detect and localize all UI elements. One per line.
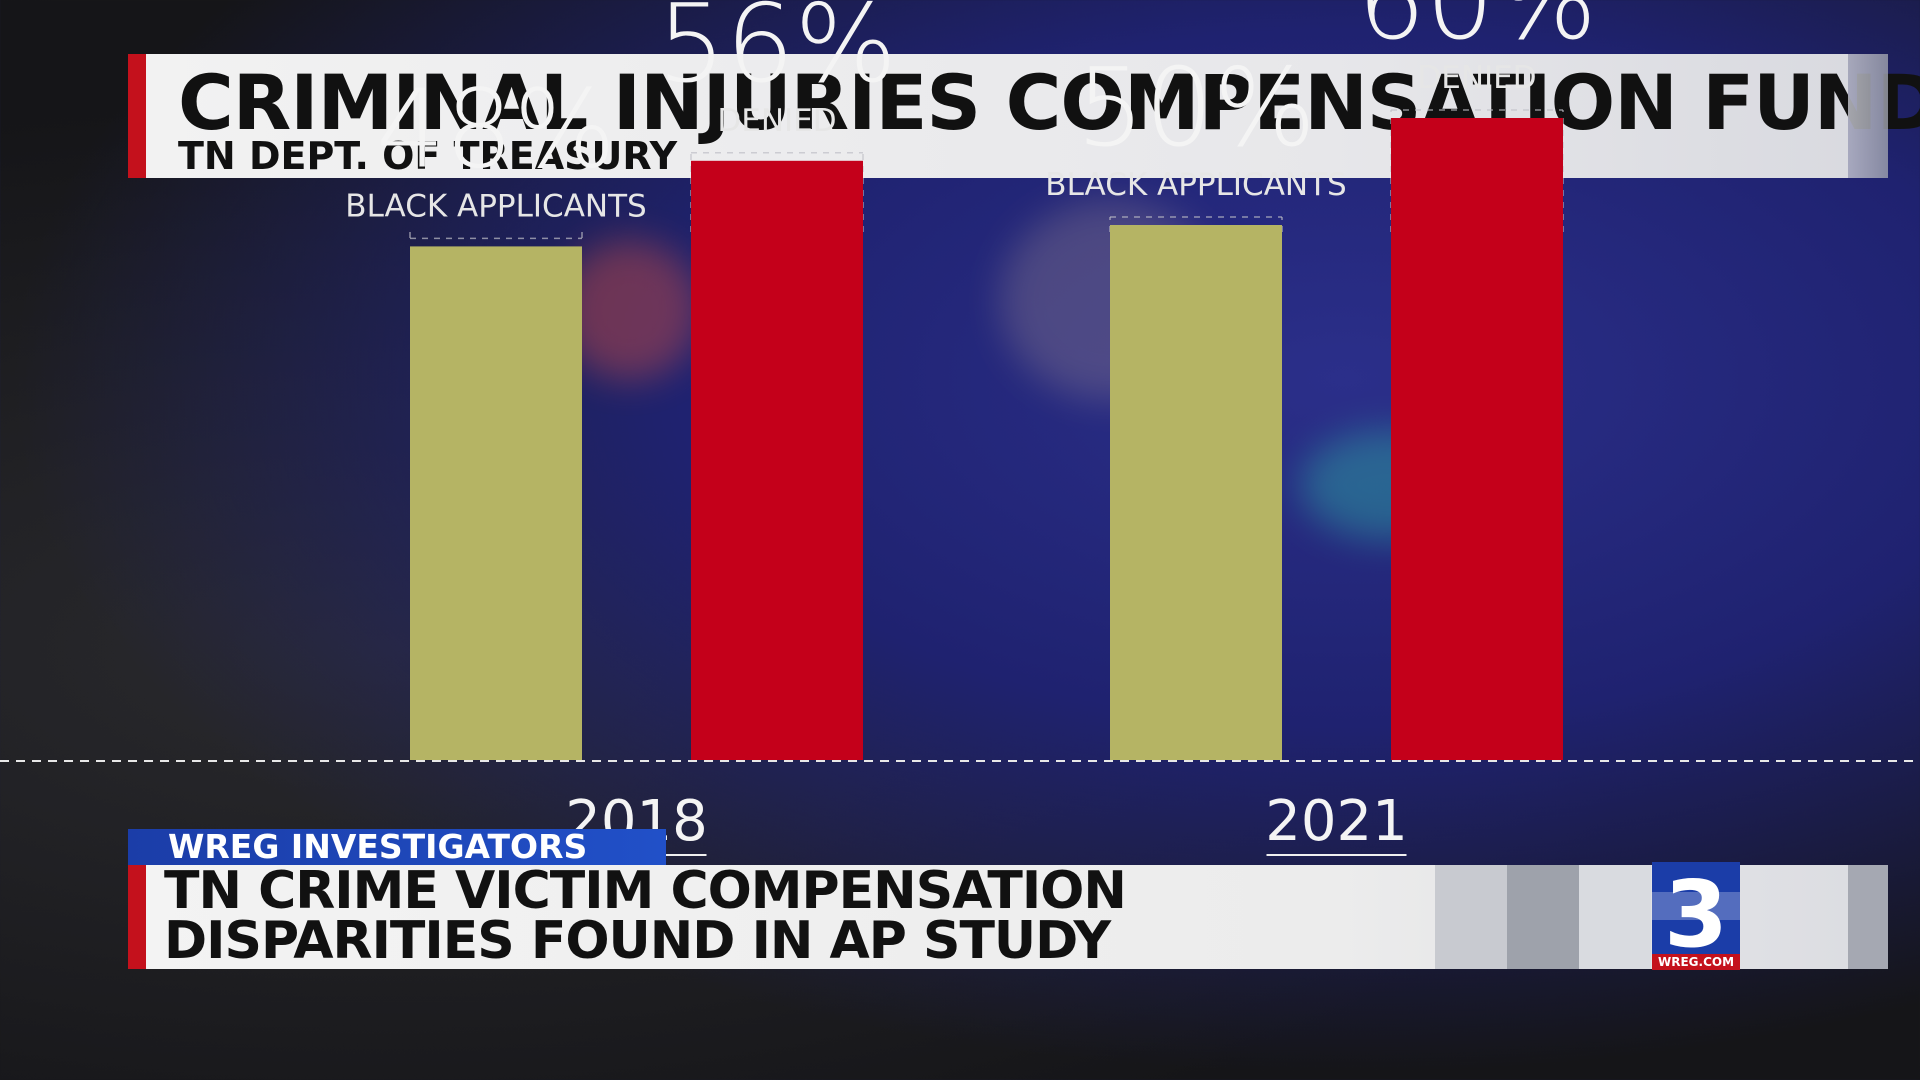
logo-url: WREG.COM bbox=[1652, 954, 1740, 970]
value-label: 48% bbox=[376, 67, 616, 192]
bar-2018-denied bbox=[691, 160, 863, 761]
headline-line-2: DISPARITIES FOUND IN AP STUDY bbox=[164, 911, 1111, 971]
decor-band bbox=[1848, 865, 1888, 969]
channel-logo: 3 bbox=[1652, 862, 1740, 968]
decor-band bbox=[1507, 865, 1579, 969]
value-label: 60% bbox=[1357, 0, 1597, 64]
series-label: BLACK APPLICANTS bbox=[345, 188, 646, 224]
decor-band bbox=[1435, 865, 1507, 969]
section-tag-label: WREG INVESTIGATORS bbox=[168, 827, 588, 866]
logo-numeral: 3 bbox=[1664, 862, 1728, 968]
year-label: 2021 bbox=[1265, 789, 1408, 854]
lower-accent-bar bbox=[128, 865, 146, 969]
lower-third-banner: TN CRIME VICTIM COMPENSATION DISPARITIES… bbox=[128, 861, 1888, 971]
headline-line-1: TN CRIME VICTIM COMPENSATION bbox=[164, 861, 1127, 921]
page-title: CRIMINAL INJURIES COMPENSATION FUND bbox=[178, 58, 1920, 147]
bar-2021-denied bbox=[1391, 118, 1563, 760]
header-end-block bbox=[1848, 54, 1888, 178]
series-label: DENIED bbox=[717, 103, 836, 139]
chart-bars bbox=[410, 118, 1563, 761]
series-label: DENIED bbox=[1417, 60, 1536, 96]
page-subtitle: TN DEPT. OF TREASURY bbox=[178, 134, 678, 178]
decor-band bbox=[1579, 865, 1651, 969]
series-label: BLACK APPLICANTS bbox=[1045, 167, 1346, 203]
header-accent-bar bbox=[128, 54, 146, 178]
bar-2021-black-applicants bbox=[1110, 225, 1282, 760]
bar-2018-black-applicants bbox=[410, 246, 582, 760]
value-label: 50% bbox=[1076, 46, 1316, 171]
section-tag: WREG INVESTIGATORS bbox=[128, 827, 666, 866]
value-label: 56% bbox=[657, 0, 897, 107]
background-light bbox=[560, 240, 700, 380]
